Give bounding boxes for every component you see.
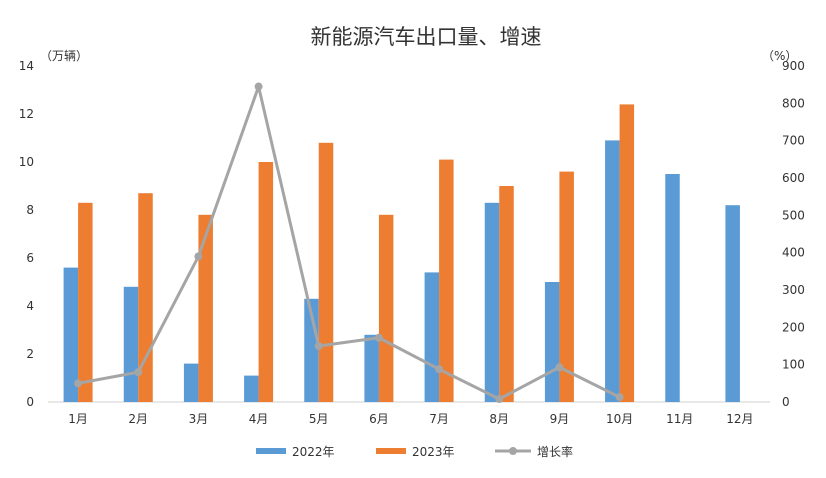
- x-tick-label: 9月: [550, 412, 570, 426]
- bar-2022年: [544, 282, 560, 402]
- y-left-tick-label: 2: [26, 347, 34, 361]
- bar-2023年: [318, 142, 334, 403]
- growth-point: [254, 82, 263, 91]
- x-tick-label: 6月: [369, 412, 389, 426]
- y-right-tick-label: 600: [782, 171, 805, 185]
- bar-2023年: [439, 159, 454, 402]
- bar-2022年: [244, 375, 259, 402]
- y-right-tick-label: 500: [782, 208, 805, 222]
- growth-line: [74, 82, 624, 404]
- y-left-tick-label: 6: [26, 251, 34, 265]
- legend-swatch-2023: [376, 448, 406, 454]
- y-left-tick-label: 10: [19, 155, 34, 169]
- y-right-tick-label: 200: [782, 320, 805, 334]
- x-tick-label: 11月: [666, 412, 693, 426]
- growth-point: [134, 368, 143, 377]
- x-tick-label: 7月: [429, 412, 449, 426]
- bar-2022年: [484, 202, 500, 402]
- x-tick-label: 2月: [128, 412, 148, 426]
- y-left-tick-label: 8: [26, 203, 34, 217]
- y-left-tick-label: 14: [19, 59, 34, 73]
- bar-2022年: [665, 174, 680, 402]
- legend-label-2023: 2023年: [412, 445, 455, 459]
- bar-2022年: [183, 363, 199, 402]
- left-axis-unit: （万辆）: [40, 49, 88, 63]
- legend-label-growth: 增长率: [537, 444, 573, 459]
- growth-point: [374, 333, 383, 342]
- growth-point: [555, 363, 564, 372]
- legend-label-2022: 2022年: [292, 445, 335, 459]
- growth-point: [435, 365, 444, 374]
- x-tick-label: 5月: [309, 412, 329, 426]
- chart-title: 新能源汽车出口量、增速: [311, 25, 542, 49]
- growth-line-path: [77, 85, 621, 401]
- y-right-tick-label: 0: [782, 395, 790, 409]
- bar-2023年: [378, 214, 394, 402]
- x-tick-label: 8月: [489, 412, 509, 426]
- legend-marker-growth: [509, 447, 517, 455]
- x-tick-label: 3月: [189, 412, 209, 426]
- x-tick-label: 1月: [68, 412, 88, 426]
- y-left-tick-label: 12: [19, 107, 34, 121]
- growth-point: [495, 395, 504, 404]
- bar-2022年: [364, 334, 379, 402]
- right-axis-unit: （%）: [762, 49, 797, 63]
- y-left-tick-label: 0: [26, 395, 34, 409]
- bar-2023年: [198, 214, 213, 402]
- bar-2023年: [78, 202, 93, 402]
- bar-2022年: [123, 286, 139, 402]
- bar-2022年: [424, 272, 440, 402]
- y-right-tick-label: 100: [782, 358, 805, 372]
- bar-2023年: [258, 162, 274, 402]
- y-right-tick-label: 900: [782, 59, 805, 73]
- x-tick-label: 10月: [606, 412, 633, 426]
- bar-2022年: [725, 205, 740, 402]
- axes: 0 2 4 6 8 10 12 14 0 100 200 300 400 500 600 700 800 900 1…: [19, 59, 805, 426]
- y-right-tick-label: 800: [782, 96, 805, 110]
- bar-2023年: [559, 171, 574, 402]
- growth-point: [194, 252, 203, 261]
- growth-point: [314, 342, 323, 350]
- x-tick-label: 12月: [726, 412, 753, 426]
- legend-swatch-2022: [256, 448, 286, 454]
- bar-2023年: [499, 186, 514, 402]
- x-tick-label: 4月: [249, 412, 269, 426]
- bar-2022年: [605, 140, 620, 402]
- growth-point: [74, 379, 83, 388]
- legend: 2022年 2023年 增长率: [256, 444, 573, 459]
- growth-point: [615, 393, 624, 402]
- bar-2022年: [63, 267, 79, 402]
- y-right-tick-label: 700: [782, 134, 805, 148]
- bar-2023年: [619, 104, 635, 403]
- y-right-tick-label: 300: [782, 283, 805, 297]
- bars: [63, 104, 740, 403]
- y-left-tick-label: 4: [26, 299, 34, 313]
- y-right-tick-label: 400: [782, 246, 805, 260]
